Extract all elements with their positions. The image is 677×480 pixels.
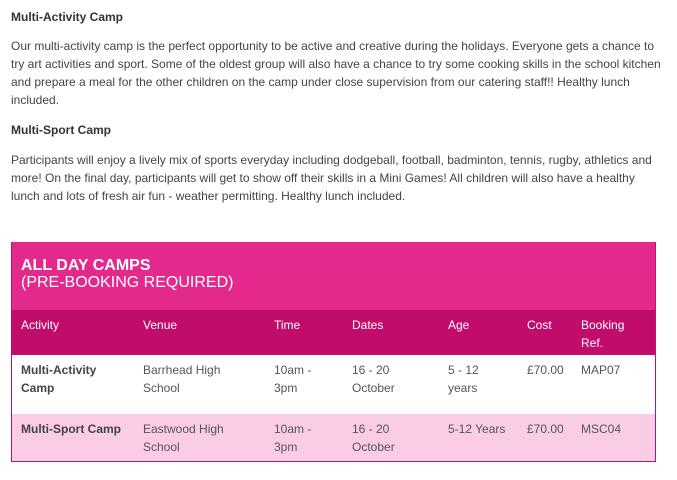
cell-dates: 16 - 20 October xyxy=(343,414,439,461)
cell-cost: £70.00 xyxy=(518,355,572,414)
cell-cost: £70.00 xyxy=(518,414,572,461)
cell-time: 10am - 3pm xyxy=(265,414,343,461)
cell-venue: Barrhead High School xyxy=(134,355,265,414)
column-header: Cost xyxy=(518,310,572,355)
column-header: Age xyxy=(439,310,518,355)
column-header: Booking Ref. xyxy=(572,310,655,355)
section-heading: Multi-Activity Camp xyxy=(11,10,124,24)
table-title: ALL DAY CAMPS xyxy=(21,257,151,274)
section-text: Participants will enjoy a lively mix of … xyxy=(11,153,652,203)
section-text: Our multi-activity camp is the perfect o… xyxy=(11,39,661,107)
cell-activity: Multi-Sport Camp xyxy=(12,414,134,461)
column-header: Time xyxy=(265,310,343,355)
table-title-band: ALL DAY CAMPS (PRE-BOOKING REQUIRED) xyxy=(12,242,655,310)
camps-table: ALL DAY CAMPS (PRE-BOOKING REQUIRED) Act… xyxy=(11,242,656,462)
column-header: Activity xyxy=(12,310,134,355)
cell-time: 10am - 3pm xyxy=(265,355,343,414)
cell-age: 5 - 12 years xyxy=(439,355,518,414)
table-row: Multi-Activity Camp Barrhead High School… xyxy=(12,355,655,414)
section-heading: Multi-Sport Camp xyxy=(11,123,111,137)
cell-venue: Eastwood High School xyxy=(134,414,265,461)
table-subtitle: (PRE-BOOKING REQUIRED) xyxy=(21,274,234,291)
cell-booking-ref: MSC04 xyxy=(572,414,655,461)
cell-activity: Multi-Activity Camp xyxy=(12,355,134,414)
column-header: Venue xyxy=(134,310,265,355)
column-header: Dates xyxy=(343,310,439,355)
table-row: Multi-Sport Camp Eastwood High School 10… xyxy=(12,414,655,461)
cell-dates: 16 - 20 October xyxy=(343,355,439,414)
header-row: Activity Venue Time Dates Age Cost Booki… xyxy=(12,310,655,355)
cell-age: 5-12 Years xyxy=(439,414,518,461)
cell-booking-ref: MAP07 xyxy=(572,355,655,414)
